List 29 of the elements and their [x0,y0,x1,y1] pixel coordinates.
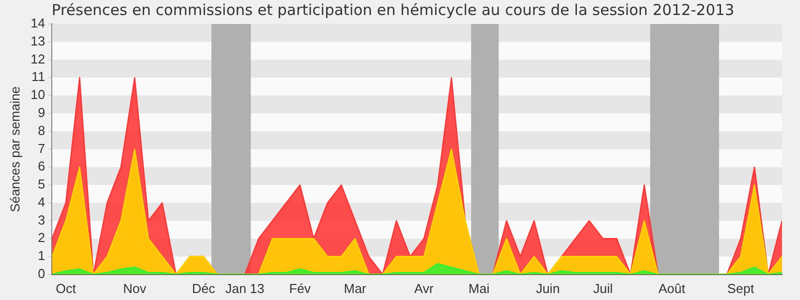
y-tick-label: 4 [38,194,46,210]
x-tick-label: Fév [289,280,312,296]
x-tick-label: Déc [192,280,216,296]
y-tick-label: 10 [30,87,46,102]
y-tick-label: 0 [38,266,46,281]
y-tick-label: 9 [38,105,46,120]
y-tick-label: 3 [38,212,46,228]
x-tick-label: Avr [414,280,434,296]
y-tick-label: 13 [30,33,46,48]
y-tick-label: 5 [38,176,46,192]
x-tick-label: Jan 13 [225,280,264,296]
x-tick-label: Mai [468,280,490,296]
y-tick-label: 1 [38,248,46,264]
y-tick-label: 11 [32,69,46,84]
x-tick-label: Mar [344,280,367,296]
y-tick-label: 6 [38,158,46,174]
x-tick-label: Juin [536,280,560,296]
x-tick-label: Août [658,280,686,296]
y-tick-label: 14 [30,16,46,31]
y-tick-label: 12 [30,51,46,66]
chart-title: Présences en commissions et participation en hémicycle au cours de la session 2012-2013 [52,0,734,19]
y-axis-title: Séances par semaine [7,86,22,212]
x-tick-label: Juil [593,280,613,296]
x-tick-label: Oct [56,280,76,296]
y-tick-label: 7 [38,140,46,156]
y-tick-label: 2 [38,230,46,246]
y-tick-label: 8 [38,122,46,138]
x-tick-label: Nov [123,280,147,296]
x-tick-label: Sept [727,280,754,296]
